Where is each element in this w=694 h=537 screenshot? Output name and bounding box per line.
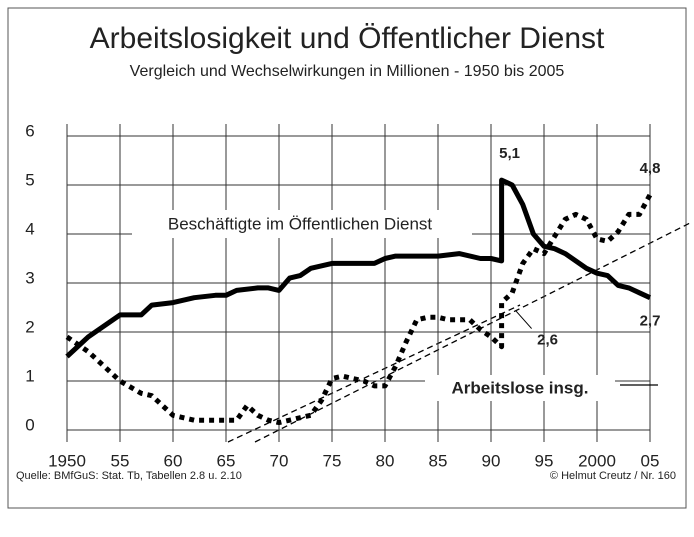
leader-line — [515, 310, 532, 329]
annotation-bg — [425, 375, 615, 401]
x-tick-label: 1950 — [48, 451, 86, 470]
x-tick-label: 70 — [270, 451, 289, 470]
line-series — [65, 177, 652, 359]
x-tick-label: 90 — [482, 451, 501, 470]
chart-title: Arbeitslosigkeit und Öffentlicher Dienst — [90, 22, 605, 55]
series-label: Arbeitslose insg. — [452, 378, 589, 397]
x-tick-label: 55 — [111, 451, 130, 470]
value-label: 5,1 — [499, 145, 520, 162]
x-tick-label: 65 — [217, 451, 236, 470]
y-tick-label: 6 — [25, 121, 34, 140]
frame — [7, 7, 687, 509]
y-tick-label: 2 — [25, 317, 34, 336]
y-tick-label: 5 — [25, 170, 34, 189]
x-tick-label: 60 — [164, 451, 183, 470]
x-tick-label: 85 — [429, 451, 448, 470]
line-series — [65, 193, 653, 426]
value-label: 2,7 — [640, 313, 661, 330]
value-label: 2,6 — [537, 332, 558, 349]
source: Quelle: BMfGuS: Stat. Tb, Tabellen 2.8 u… — [16, 470, 242, 482]
x-tick-label: 2000 — [578, 451, 616, 470]
credit: © Helmut Creutz / Nr. 160 — [550, 470, 676, 482]
x-tick-label: 05 — [641, 451, 660, 470]
trend-line — [227, 304, 521, 443]
x-tick-label: 75 — [323, 451, 342, 470]
annotation-bg — [132, 210, 472, 238]
chart-subtitle: Vergleich und Wechselwirkungen in Millio… — [130, 63, 565, 80]
x-tick-label: 95 — [535, 451, 554, 470]
y-tick-label: 4 — [25, 219, 34, 238]
x-tick-label: 80 — [376, 451, 395, 470]
value-label: 4,8 — [640, 160, 661, 177]
y-tick-label: 1 — [25, 366, 34, 385]
y-tick-label: 3 — [25, 268, 34, 287]
series-label: Beschäftigte im Öffentlichen Dienst — [168, 214, 433, 233]
y-tick-label: 0 — [25, 415, 34, 434]
